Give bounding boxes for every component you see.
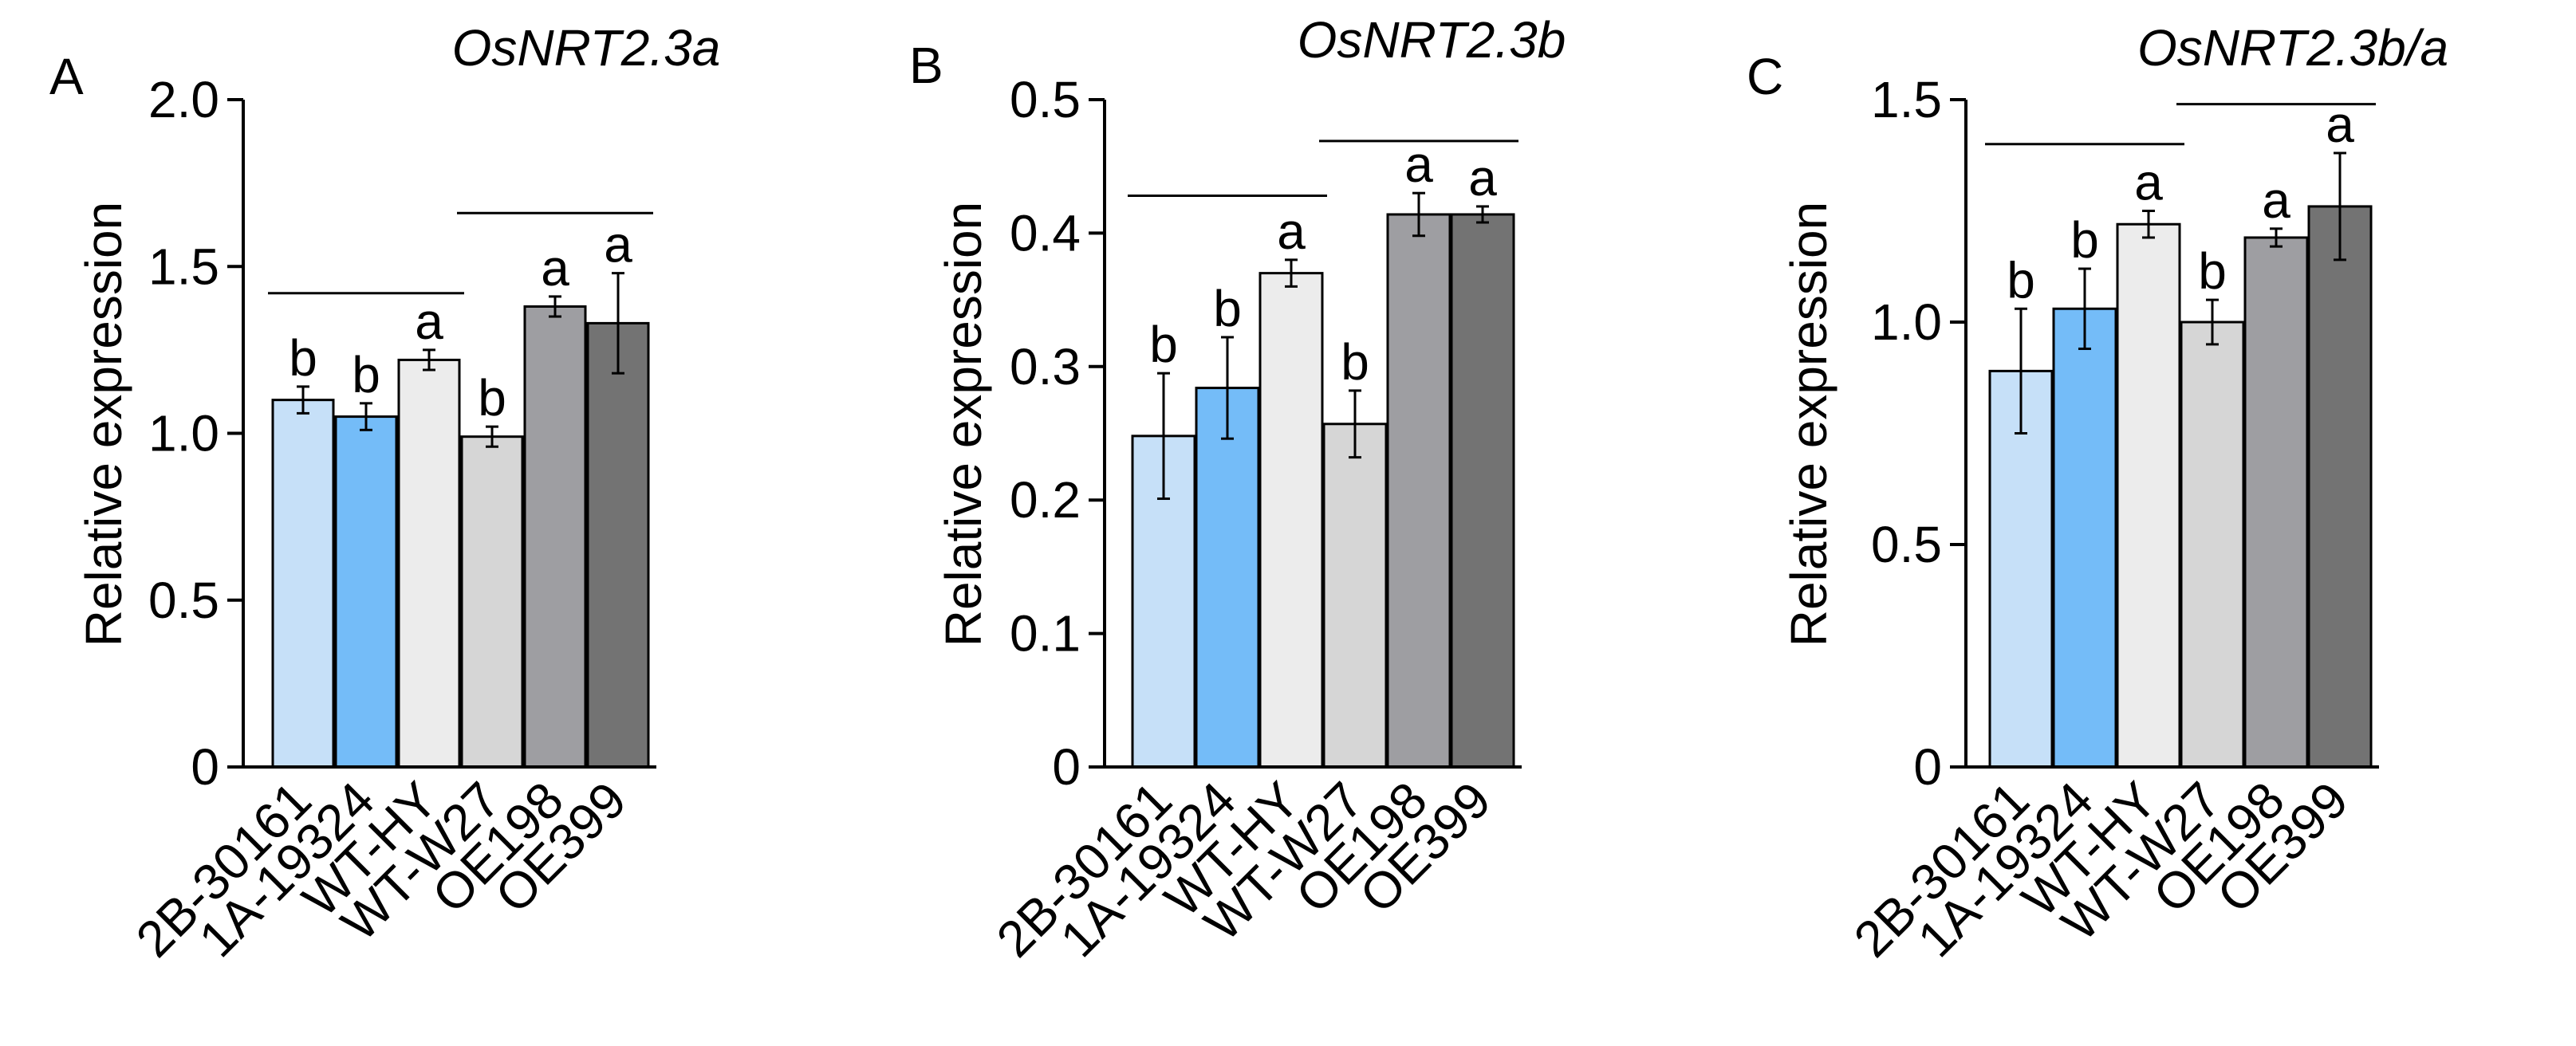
y-tick-label: 0 xyxy=(1052,738,1081,796)
bar xyxy=(334,415,398,769)
bar xyxy=(1386,213,1451,769)
y-tick-label: 1.0 xyxy=(148,405,219,462)
significance-letter: b xyxy=(1213,280,1242,337)
bar xyxy=(460,435,524,769)
y-tick-label: 0.5 xyxy=(148,572,219,629)
bar xyxy=(1450,213,1515,769)
y-tick-label: 1.0 xyxy=(1871,293,1942,351)
bar xyxy=(1322,423,1388,769)
significance-letter: b xyxy=(289,329,317,387)
y-tick-label: 0.5 xyxy=(1871,516,1942,573)
y-tick-label: 0 xyxy=(191,738,219,796)
significance-letter: b xyxy=(2007,251,2035,309)
bar xyxy=(2052,307,2117,769)
y-tick-label: 2.0 xyxy=(148,71,219,128)
significance-letter: a xyxy=(415,293,443,350)
panel-a: A OsNRT2.3a Relative expression 0 0.5 1.0 1… xyxy=(49,19,720,968)
bar xyxy=(1258,272,1324,769)
significance-letter: a xyxy=(541,239,569,297)
chart-title: OsNRT2.3b/a xyxy=(2137,19,2448,77)
y-tick-label: 0.2 xyxy=(1010,471,1081,529)
significance-letter: b xyxy=(2070,211,2099,269)
y-tick-label: 0.4 xyxy=(1010,204,1081,262)
significance-letter: b xyxy=(1149,316,1178,373)
panel-label: A xyxy=(49,48,84,105)
significance-letter: a xyxy=(1468,149,1497,206)
significance-letter: a xyxy=(2262,171,2290,229)
panel-label: B xyxy=(909,37,943,94)
significance-letter: a xyxy=(604,216,632,273)
significance-letter: b xyxy=(478,369,506,427)
significance-letter: a xyxy=(1404,136,1433,193)
y-tick-label: 0.5 xyxy=(1010,71,1081,128)
y-axis-label: Relative expression xyxy=(1780,202,1837,647)
bar xyxy=(2180,320,2245,769)
y-tick-label: 1.5 xyxy=(1871,71,1942,128)
bar xyxy=(271,399,335,769)
chart-title: OsNRT2.3a xyxy=(452,19,721,77)
y-tick-label: 0 xyxy=(1913,738,1942,796)
significance-letter: b xyxy=(2198,242,2227,300)
y-axis-label: Relative expression xyxy=(935,202,992,647)
panel-c: C OsNRT2.3b/a Relative expression 0 0.5 1.… xyxy=(1747,19,2448,968)
bar xyxy=(1195,387,1260,769)
significance-letter: b xyxy=(352,346,380,403)
significance-letter: a xyxy=(2134,154,2163,211)
y-tick-label: 0.1 xyxy=(1010,605,1081,663)
y-axis-label: Relative expression xyxy=(75,202,132,647)
bar xyxy=(397,358,461,769)
bar xyxy=(523,305,587,769)
panel-label: C xyxy=(1747,48,1783,105)
significance-letter: a xyxy=(1277,203,1306,260)
bar xyxy=(2243,236,2309,769)
y-tick-label: 0.3 xyxy=(1010,338,1081,395)
y-tick-label: 1.5 xyxy=(148,238,219,295)
panel-b: B OsNRT2.3b Relative expression 0 0.1 0.2 0… xyxy=(909,11,1566,968)
bar xyxy=(2116,222,2181,769)
significance-letter: b xyxy=(1341,333,1369,391)
chart-title: OsNRT2.3b xyxy=(1298,11,1566,69)
bar xyxy=(586,321,650,769)
bar xyxy=(2307,205,2373,769)
